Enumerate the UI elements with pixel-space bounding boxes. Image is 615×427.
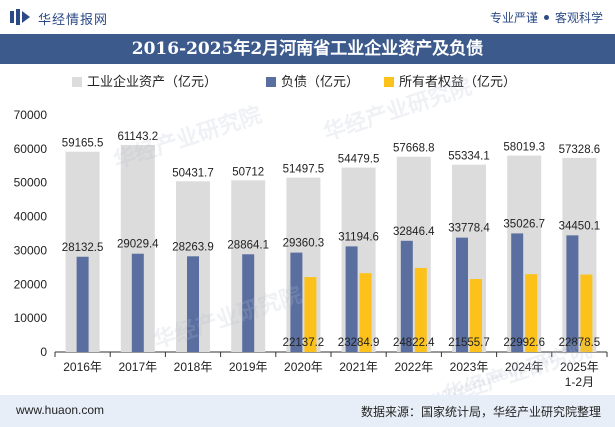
- data-label-assets: 50431.7: [172, 167, 214, 179]
- x-tick-label: 2016年: [63, 360, 102, 374]
- slogan-right: 客观科学: [554, 11, 603, 25]
- slogan-left: 专业严谨: [489, 11, 538, 25]
- data-label-liabilities: 34450.1: [559, 220, 601, 232]
- y-tick-label: 60000: [14, 142, 48, 156]
- title-bar: 2016-2025年2月河南省工业企业资产及负债: [0, 34, 615, 64]
- bar-liabilities: [511, 233, 524, 352]
- data-label-liabilities: 28263.9: [172, 241, 214, 253]
- legend-label-liabilities: 负债（亿元）: [281, 74, 360, 89]
- data-label-assets: 51497.5: [283, 164, 325, 176]
- data-label-liabilities: 28132.5: [62, 242, 104, 254]
- data-label-liabilities: 33778.4: [448, 223, 490, 235]
- data-label-equity: 23284.9: [338, 337, 380, 349]
- data-label-liabilities: 35026.7: [503, 218, 545, 230]
- data-label-liabilities: 29029.4: [117, 239, 159, 251]
- bar-liabilities: [131, 253, 144, 352]
- data-label-equity: 22878.5: [559, 337, 601, 349]
- x-tick-label: 2020年: [284, 360, 323, 374]
- bar-liabilities: [566, 235, 579, 352]
- legend-label-equity: 所有者权益（亿元）: [399, 74, 517, 89]
- footer: www.huaon.com 数据来源：国家统计局，华经产业研究院整理: [0, 395, 615, 427]
- bar-equity: [304, 277, 317, 352]
- bar-equity: [414, 267, 427, 352]
- legend-item-liabilities: 负债（亿元）: [266, 71, 359, 91]
- data-label-equity: 22992.6: [503, 337, 545, 349]
- footer-source: 数据来源：国家统计局，华经产业研究院整理: [360, 405, 601, 419]
- data-label-assets: 57328.6: [559, 144, 601, 156]
- legend-label-assets: 工业企业资产（亿元）: [87, 74, 218, 89]
- bar-equity: [580, 274, 593, 352]
- brand-name: 华经情报网: [38, 12, 109, 27]
- bar-liabilities: [76, 256, 89, 352]
- legend-item-equity: 所有者权益（亿元）: [384, 71, 516, 91]
- bar-equity: [470, 279, 482, 352]
- legend-swatch-liabilities: [266, 76, 276, 87]
- data-label-equity: 22137.2: [283, 337, 325, 349]
- bar-liabilities: [400, 240, 413, 352]
- data-label-assets: 59165.5: [62, 138, 104, 150]
- legend-swatch-assets: [72, 76, 82, 87]
- x-tick-label: 1-2月: [565, 375, 594, 389]
- y-tick-label: 30000: [14, 243, 48, 257]
- y-tick-label: 0: [40, 345, 47, 359]
- top-bar: 华经情报网 专业严谨 客观科学: [0, 0, 615, 34]
- data-label-liabilities: 31194.6: [338, 231, 379, 243]
- bar-chart: 0 10000 20000 30000 40000 50000 60000 70000 5916…: [14, 108, 608, 389]
- chart-title: 2016-2025年2月河南省工业企业资产及负债: [131, 39, 484, 59]
- y-tick-label: 50000: [14, 176, 48, 190]
- data-label-assets: 54479.5: [338, 154, 380, 166]
- data-label-liabilities: 32846.4: [393, 226, 435, 238]
- x-tick-label: 2018年: [174, 360, 213, 374]
- data-label-assets: 55334.1: [448, 151, 490, 163]
- x-tick-label: 2017年: [118, 360, 157, 374]
- legend-item-assets: 工业企业资产（亿元）: [72, 71, 217, 91]
- bar-liabilities: [242, 254, 255, 352]
- x-tick-label: 2022年: [394, 360, 433, 374]
- slogan: 专业严谨 客观科学: [490, 9, 603, 26]
- bar-liabilities: [290, 252, 303, 352]
- data-label-assets: 50712: [232, 166, 264, 178]
- x-tick-label: 2023年: [450, 360, 489, 374]
- legend-swatch-equity: [384, 76, 394, 87]
- bar-liabilities: [187, 256, 199, 352]
- footer-website: www.huaon.com: [16, 403, 105, 417]
- legend: 工业企业资产（亿元） 负债（亿元） 所有者权益（亿元）: [0, 71, 615, 91]
- x-tick-label: 2025年: [560, 360, 599, 374]
- bar-liabilities: [456, 237, 468, 352]
- y-tick-label: 70000: [14, 108, 48, 122]
- data-label-equity: 24822.4: [393, 337, 435, 349]
- slogan-dot-icon: [543, 15, 549, 21]
- data-label-assets: 61143.2: [117, 131, 158, 143]
- data-label-assets: 57668.8: [393, 143, 435, 155]
- bar-equity: [359, 273, 372, 352]
- data-label-liabilities: 28864.1: [227, 239, 269, 251]
- x-tick-label: 2019年: [229, 360, 268, 374]
- data-label-liabilities: 29360.3: [283, 238, 325, 250]
- y-tick-label: 10000: [14, 311, 48, 325]
- x-tick-label: 2021年: [339, 360, 378, 374]
- bar-equity: [525, 274, 538, 352]
- x-tick-label: 2024年: [505, 360, 544, 374]
- y-tick-label: 20000: [14, 277, 48, 291]
- bar-liabilities: [345, 246, 358, 352]
- data-label-assets: 58019.3: [503, 142, 545, 154]
- y-tick-label: 40000: [14, 210, 48, 224]
- data-label-equity: 21555.7: [448, 337, 490, 349]
- huajing-logo-icon: [10, 9, 30, 25]
